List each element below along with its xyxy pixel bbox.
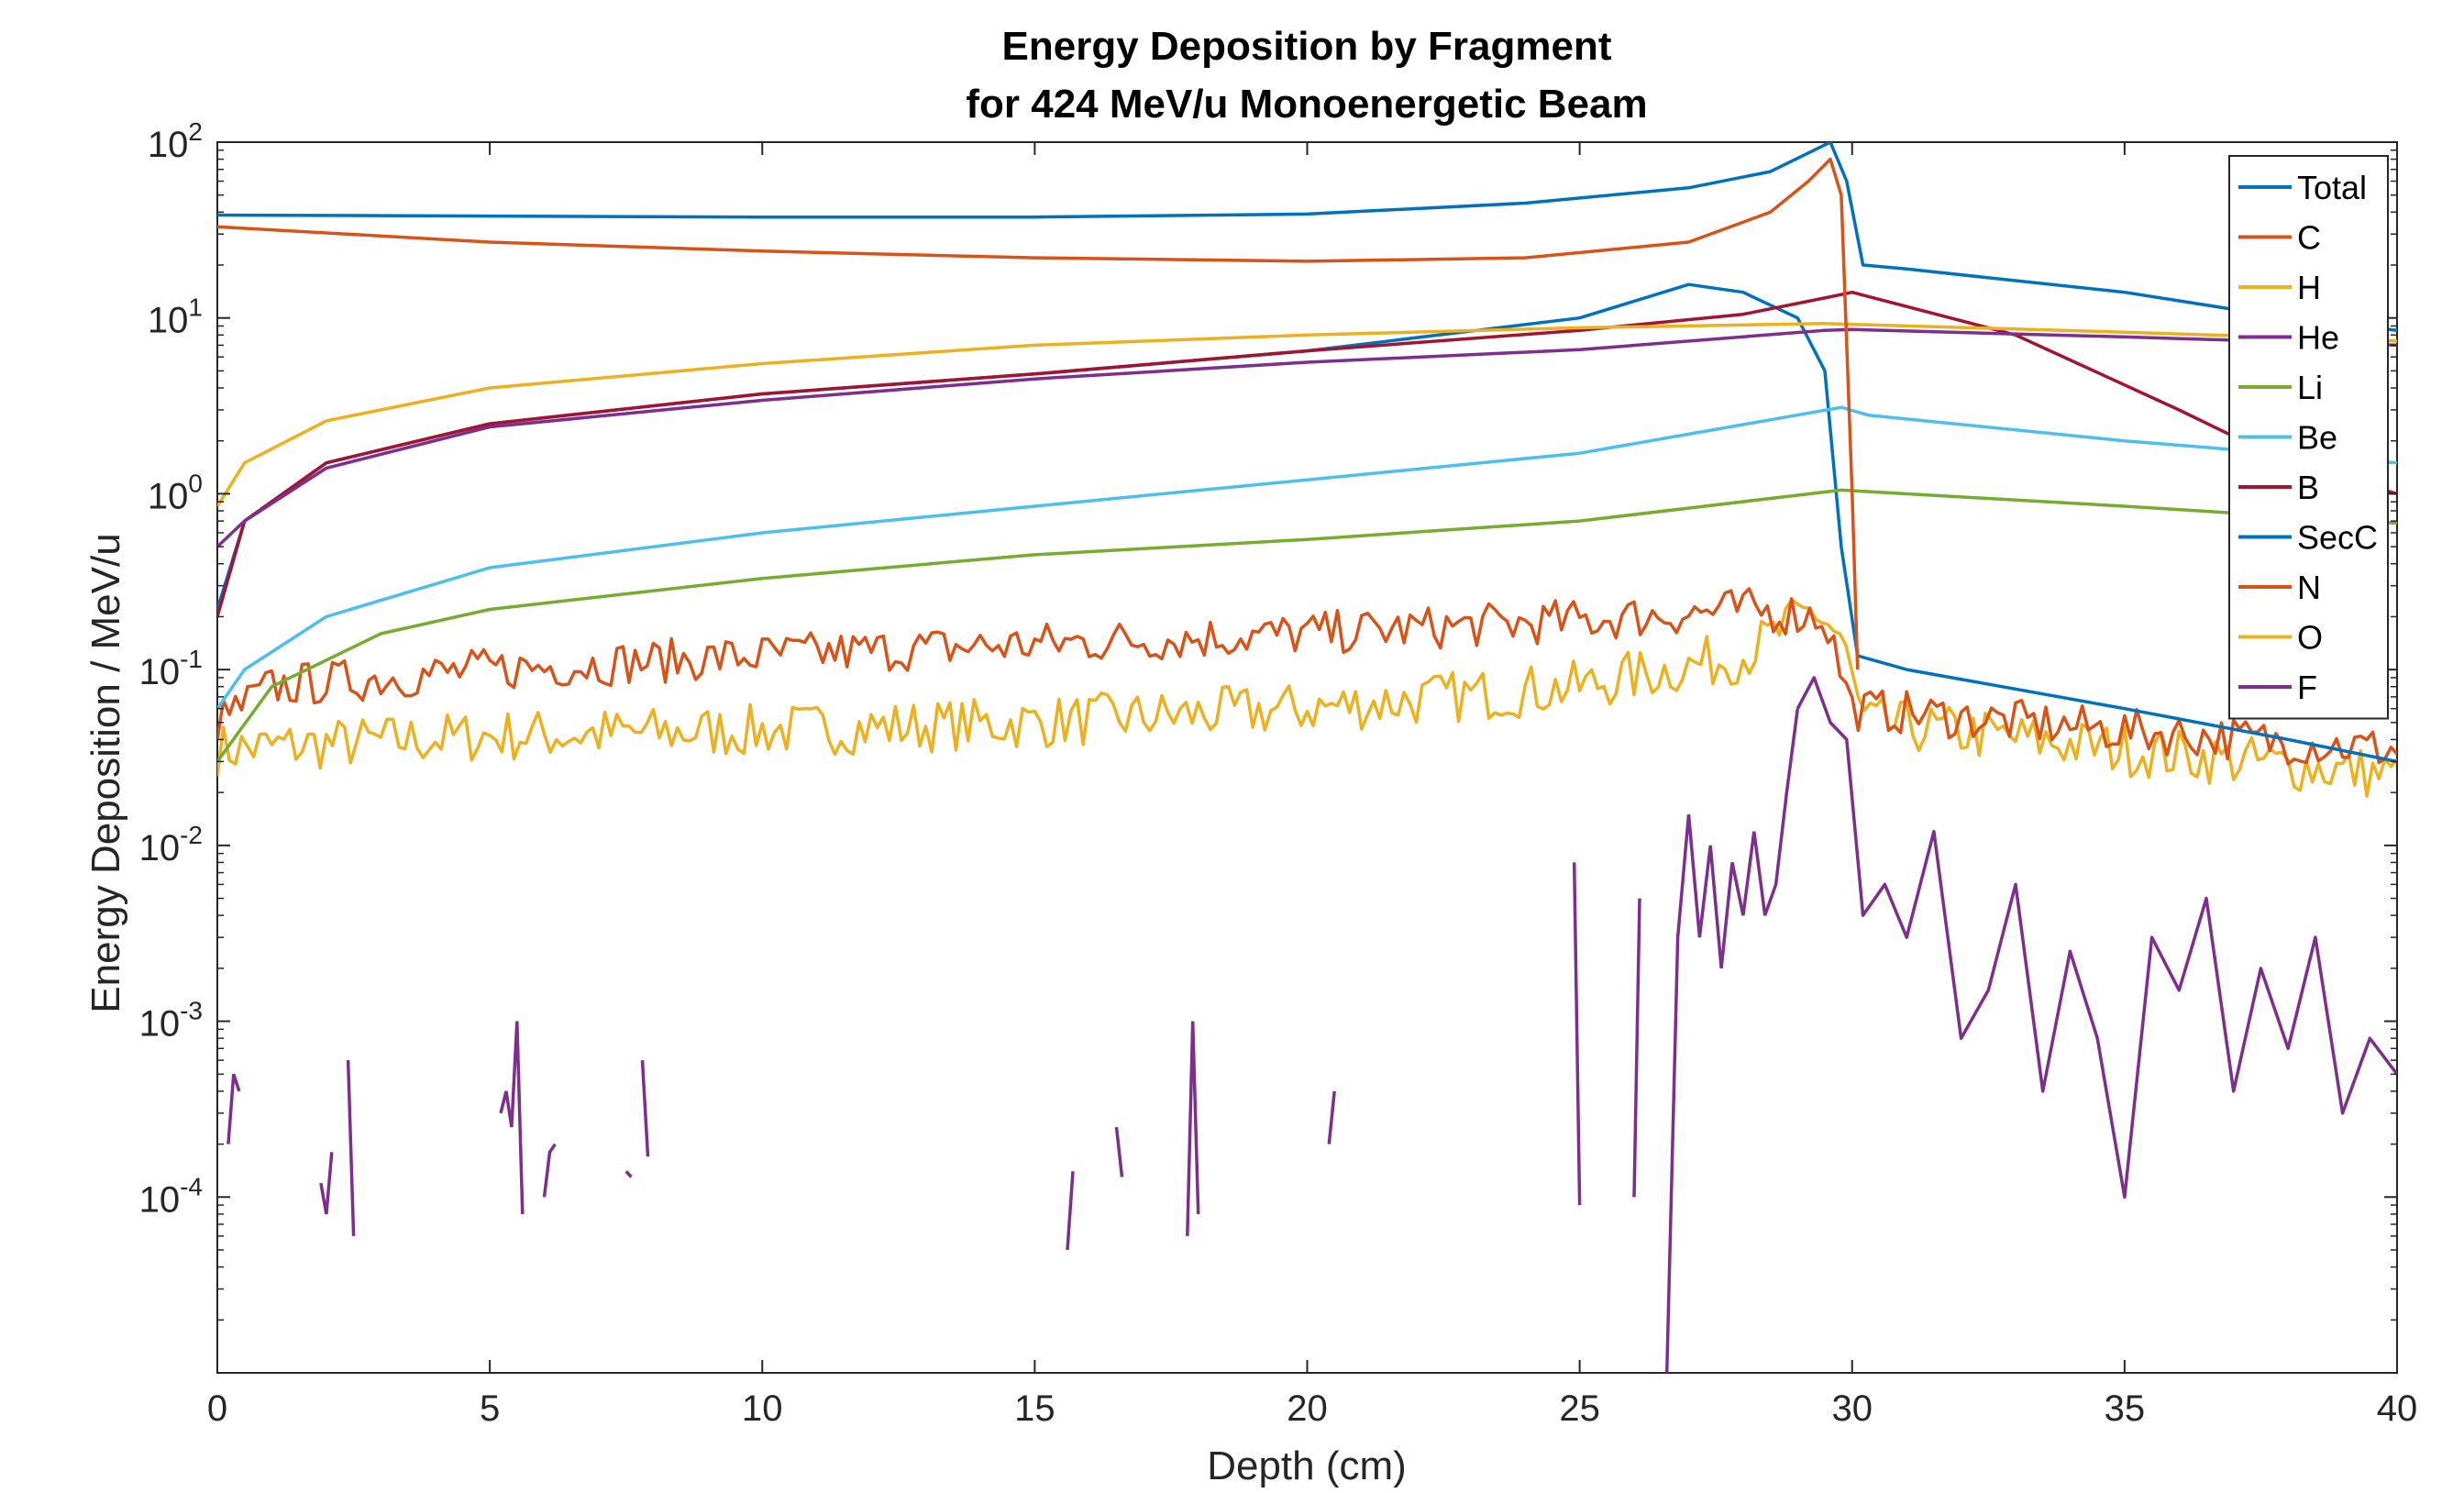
y-tick-label: 10-3	[139, 997, 203, 1045]
x-tick-label: 30	[1832, 1388, 1873, 1429]
x-tick-label: 0	[207, 1388, 227, 1429]
series-line-be	[217, 405, 2397, 710]
series-f-segment	[1114, 1126, 1124, 1178]
series-f-segment	[227, 1073, 241, 1145]
series-f-segment	[542, 1143, 557, 1198]
legend-label: B	[2297, 469, 2319, 506]
legend-label: C	[2297, 219, 2321, 257]
y-tick-label: 10-2	[139, 821, 203, 868]
series-line-secc	[217, 282, 2397, 764]
series-f-segment	[319, 1152, 334, 1215]
series-line-b	[217, 290, 2397, 617]
series-f-segment	[1664, 708, 1800, 1373]
series-f-segment	[346, 1060, 356, 1236]
y-tick-label: 102	[148, 117, 203, 165]
x-tick-label: 15	[1014, 1388, 1055, 1429]
x-tick-label: 20	[1287, 1388, 1328, 1429]
series-line-f	[1796, 676, 2397, 1200]
series-f-segment	[499, 1021, 525, 1214]
x-axis-ticks: 0 5 10 15 20 25 30 35 40	[207, 142, 2417, 1429]
legend: Total CH He Li Be B SecC NOF	[2228, 155, 2389, 720]
series-lines	[217, 142, 2397, 1373]
y-tick-label: 100	[148, 469, 203, 516]
y-axis-ticks: 102 101 100 10-1 10-2 10-3 10-4	[139, 117, 2397, 1322]
series-line-c	[217, 157, 1860, 670]
x-axis-label: Depth (cm)	[1207, 1443, 1407, 1488]
series-line-h	[217, 322, 2397, 507]
series-f-segment	[1572, 862, 1582, 1206]
y-tick-label: 10-4	[139, 1172, 203, 1220]
legend-label: H	[2297, 269, 2321, 306]
legend-label: He	[2297, 319, 2339, 357]
series-f-segment	[1066, 1171, 1075, 1251]
chart-title: Energy Deposition by Fragment	[1002, 24, 1612, 69]
y-tick-label: 10-1	[139, 645, 203, 692]
x-tick-label: 35	[2105, 1388, 2146, 1429]
x-tick-label: 40	[2377, 1388, 2418, 1429]
series-line-he	[217, 327, 2397, 548]
series-f-segment	[640, 1060, 650, 1157]
series-f-segment	[624, 1170, 633, 1178]
y-axis-label: Energy Deposition / MeV/u	[83, 533, 128, 1012]
series-f-segment	[1632, 898, 1641, 1198]
series-line-n	[217, 587, 2397, 766]
x-tick-label: 10	[742, 1388, 783, 1429]
x-tick-label: 25	[1559, 1388, 1600, 1429]
legend-label: SecC	[2297, 519, 2378, 557]
legend-label: O	[2297, 619, 2323, 657]
plot-area	[216, 141, 2398, 1374]
legend-label: Li	[2297, 369, 2323, 406]
y-tick-label: 101	[148, 293, 203, 341]
chart-subtitle: for 424 MeV/u Monoenergetic Beam	[966, 82, 1647, 127]
legend-label: Be	[2297, 419, 2337, 457]
series-line-total	[217, 142, 2397, 332]
series-line-li	[217, 488, 2397, 763]
series-f-segment	[1186, 1021, 1200, 1236]
series-f-segment	[1327, 1090, 1336, 1145]
series-line-o	[217, 598, 2397, 798]
legend-label: N	[2297, 569, 2321, 606]
legend-label: Total	[2297, 169, 2367, 206]
x-tick-label: 5	[480, 1388, 500, 1429]
legend-label: F	[2297, 669, 2317, 706]
